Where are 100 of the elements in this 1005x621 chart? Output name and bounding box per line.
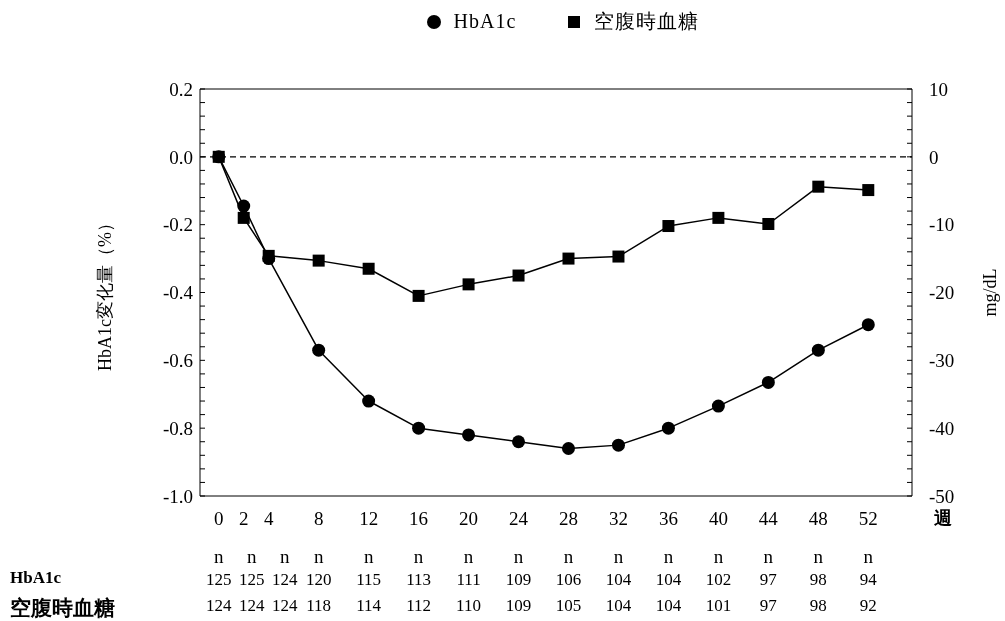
point <box>262 249 275 262</box>
y-axis-title: HbA1c変化量（%） <box>95 214 116 371</box>
x-tick-label: 8 <box>313 508 324 530</box>
point <box>762 217 775 230</box>
x-tick-label: 32 <box>608 508 628 530</box>
point <box>237 211 250 224</box>
x-tick-label: 36 <box>658 508 678 530</box>
point <box>212 150 225 163</box>
text: 104 <box>605 596 632 616</box>
y2-tick-label: -50 <box>929 485 955 507</box>
x-tick-label: 44 <box>758 508 779 530</box>
text: 125 <box>238 570 265 590</box>
x-tick-label: 20 <box>459 508 479 530</box>
y2-tick-label: -20 <box>929 282 955 304</box>
text: 124 <box>271 596 298 616</box>
y-tick-label: -1.0 <box>162 485 193 507</box>
text: 98 <box>809 596 827 616</box>
y2-tick-label: 0 <box>929 146 939 168</box>
text: n <box>563 546 574 568</box>
point <box>362 262 375 275</box>
text: n <box>613 546 624 568</box>
point <box>811 343 825 357</box>
text: 111 <box>456 570 481 590</box>
x-axis-title: 週 <box>933 508 952 528</box>
point <box>412 289 425 302</box>
text: 104 <box>655 570 682 590</box>
text: n <box>713 546 724 568</box>
text: 112 <box>406 596 432 616</box>
point <box>761 375 775 389</box>
text: 118 <box>306 596 332 616</box>
point <box>711 399 725 413</box>
text: n <box>663 546 674 568</box>
text: n <box>213 546 224 568</box>
y2-axis-title: mg/dL <box>980 268 1001 317</box>
text: 114 <box>356 596 382 616</box>
text: 空腹時血糖 <box>10 595 115 621</box>
point <box>661 421 675 435</box>
text: 109 <box>505 596 532 616</box>
text: n <box>246 546 257 568</box>
legend-label: 空腹時血糖 <box>594 9 700 34</box>
point <box>312 343 326 357</box>
y-tick-label: 0.2 <box>169 78 193 100</box>
point <box>862 184 875 197</box>
point <box>561 442 575 456</box>
text: n <box>863 546 874 568</box>
text: n <box>513 546 524 568</box>
text: 92 <box>859 596 877 616</box>
x-tick-label: 40 <box>708 508 728 530</box>
point <box>861 318 875 332</box>
text: 124 <box>238 596 265 616</box>
point <box>312 254 325 267</box>
y2-tick-label: -10 <box>929 214 955 236</box>
text: 104 <box>605 570 632 590</box>
text: 113 <box>406 570 432 590</box>
text: 94 <box>859 570 877 590</box>
point <box>512 435 526 449</box>
x-tick-label: 12 <box>359 508 379 530</box>
text: n <box>363 546 374 568</box>
point <box>562 252 575 265</box>
text: 120 <box>305 570 332 590</box>
y-tick-label: -0.6 <box>162 350 193 372</box>
point <box>462 428 476 442</box>
point <box>612 250 625 263</box>
point <box>812 180 825 193</box>
x-tick-label: 48 <box>808 508 828 530</box>
text: n <box>813 546 824 568</box>
text: 105 <box>555 596 582 616</box>
x-tick-label: 4 <box>263 508 274 530</box>
legend-label: HbA1c <box>453 10 517 33</box>
x-tick-label: 2 <box>238 508 249 530</box>
point <box>362 394 376 408</box>
y2-tick-label: 10 <box>929 78 948 100</box>
text: n <box>763 546 774 568</box>
y-tick-label: -0.8 <box>162 417 193 439</box>
y2-tick-label: -30 <box>929 350 955 372</box>
text: 124 <box>205 596 232 616</box>
text: 98 <box>809 570 827 590</box>
x-tick-label: 28 <box>558 508 578 530</box>
x-tick-label: 0 <box>213 508 224 530</box>
y-tick-label: -0.4 <box>162 282 194 304</box>
point <box>611 438 625 452</box>
x-tick-label: 24 <box>509 508 529 530</box>
y-tick-label: 0.0 <box>169 146 193 168</box>
y2-tick-label: -40 <box>929 417 955 439</box>
text: 109 <box>505 570 532 590</box>
point <box>712 211 725 224</box>
text: 97 <box>759 570 777 590</box>
text: 124 <box>271 570 298 590</box>
text: 102 <box>705 570 732 590</box>
y-tick-label: -0.2 <box>162 214 193 236</box>
point <box>462 278 475 291</box>
point <box>237 199 251 213</box>
text: n <box>313 546 324 568</box>
text: n <box>463 546 474 568</box>
x-tick-label: 16 <box>409 508 429 530</box>
text: n <box>413 546 424 568</box>
text: 104 <box>655 596 682 616</box>
text: 106 <box>555 570 582 590</box>
text: 125 <box>205 570 232 590</box>
point <box>512 269 525 282</box>
